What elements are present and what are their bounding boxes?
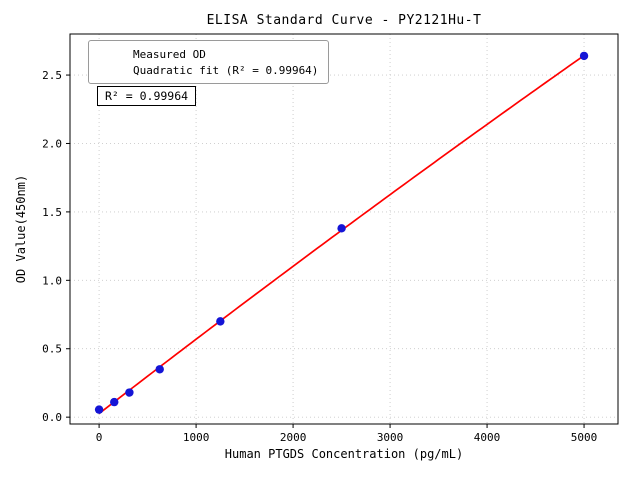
legend-entry-measured-od: Measured OD (97, 46, 318, 62)
svg-text:5000: 5000 (571, 431, 598, 444)
svg-text:1.0: 1.0 (42, 274, 62, 287)
r-squared-annotation: R² = 0.99964 (97, 86, 197, 106)
svg-text:2.0: 2.0 (42, 137, 62, 150)
svg-text:4000: 4000 (474, 431, 501, 444)
legend-entry-quadratic-fit: Quadratic fit (R² = 0.99964) (97, 62, 318, 78)
y-axis-label: OD Value(450nm) (14, 174, 28, 284)
svg-text:0: 0 (96, 431, 103, 444)
svg-text:1.5: 1.5 (42, 206, 62, 219)
legend-label: Quadratic fit (R² = 0.99964) (133, 63, 319, 77)
svg-text:2000: 2000 (280, 431, 307, 444)
legend: Measured OD Quadratic fit (R² = 0.99964) (88, 40, 330, 84)
red-line-icon (100, 69, 124, 71)
svg-text:2.5: 2.5 (42, 69, 62, 82)
svg-text:3000: 3000 (377, 431, 404, 444)
svg-text:1000: 1000 (183, 431, 210, 444)
scatter-marker-icon (97, 50, 127, 58)
svg-text:0.5: 0.5 (42, 343, 62, 356)
x-axis-label: Human PTGDS Concentration (pg/mL) (224, 447, 464, 461)
blue-dot-icon (108, 50, 116, 58)
svg-text:0.0: 0.0 (42, 411, 62, 424)
legend-label: Measured OD (133, 47, 206, 61)
line-marker-icon (97, 69, 127, 71)
chart-title: ELISA Standard Curve - PY2121Hu-T (206, 13, 482, 28)
